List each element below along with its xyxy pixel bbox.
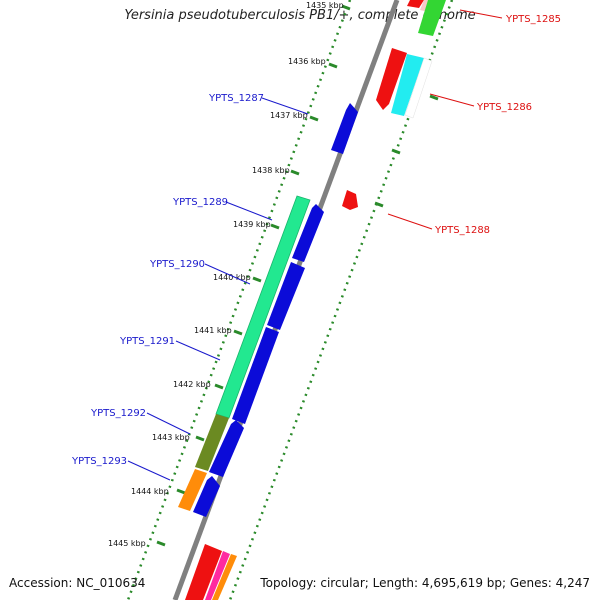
gene-bottom-red[interactable] [185, 544, 222, 600]
gene-label-right: YPTS_1286 [476, 102, 532, 113]
gene-labels: YPTS_1287 YPTS_1289 YPTS_1290 YPTS_1291 … [71, 14, 561, 467]
label-leaders [127, 9, 503, 481]
leader-line [459, 9, 503, 19]
gene-label-left: YPTS_1290 [149, 259, 205, 270]
gene-YPTS_1285-red[interactable] [407, 0, 424, 8]
tick-mark [391, 148, 401, 155]
tick-mark [290, 169, 300, 176]
tick-label: 1436 kbp [288, 57, 326, 66]
tick-mark [309, 115, 319, 122]
tick-label: 1443 kbp [152, 433, 190, 442]
gene-label-right: YPTS_1285 [505, 14, 561, 25]
leader-line [225, 201, 273, 221]
gene-blue-1293[interactable] [193, 476, 220, 517]
tick-mark [195, 435, 205, 442]
inner-genes [178, 103, 358, 600]
tick-label: 1437 kbp [270, 111, 308, 120]
gene-YPTS_1290-a[interactable] [292, 204, 324, 262]
leader-line [204, 263, 251, 285]
gene-label-left: YPTS_1292 [90, 408, 146, 419]
tick-label: 1442 kbp [173, 380, 211, 389]
tick-label: 1439 kbp [233, 220, 271, 229]
leader-line [429, 93, 475, 107]
accession-text: Accession: NC_010634 [9, 576, 146, 590]
outer-genes [342, 0, 446, 210]
gene-YPTS_1293[interactable] [178, 469, 207, 511]
genome-summary-text: Topology: circular; Length: 4,695,619 bp… [260, 576, 590, 590]
gene-YPTS_1285-green[interactable] [418, 0, 446, 36]
tick-mark [270, 223, 280, 230]
tick-label: 1444 kbp [131, 487, 169, 496]
gene-YPTS_1286-cyan[interactable] [391, 54, 424, 116]
gene-YPTS_1291[interactable] [232, 327, 279, 424]
tick-label: 1438 kbp [252, 166, 290, 175]
gene-label-left: YPTS_1293 [71, 456, 127, 467]
tick-label: 1441 kbp [194, 326, 232, 335]
leader-line [387, 213, 433, 230]
gene-YPTS_1290[interactable] [267, 262, 305, 330]
leader-line [261, 97, 309, 115]
tick-mark [233, 329, 243, 336]
gene-YPTS_1286-white[interactable] [404, 57, 433, 119]
gene-blue-1292[interactable] [209, 420, 244, 477]
tick-label: 1435 kbp [306, 1, 344, 10]
gene-YPTS_1287[interactable] [331, 103, 358, 154]
leader-line [146, 412, 191, 435]
tick-marks [156, 4, 439, 547]
leader-line [127, 460, 171, 481]
inner-dotted-track [126, 0, 352, 600]
gene-YPTS_1289[interactable] [215, 195, 311, 419]
leader-line [175, 340, 221, 361]
tick-mark [374, 201, 384, 208]
tick-mark [252, 276, 262, 283]
gene-YPTS_1288[interactable] [342, 190, 358, 210]
gene-label-right: YPTS_1288 [434, 225, 490, 236]
tick-mark [429, 94, 439, 101]
tick-label: 1445 kbp [108, 539, 146, 548]
gene-YPTS_1286-red[interactable] [376, 48, 407, 110]
tick-label: 1440 kbp [213, 273, 251, 282]
tick-mark [176, 488, 186, 495]
gene-bottom-pink[interactable] [205, 551, 230, 600]
gene-label-left: YPTS_1291 [119, 336, 175, 347]
gene-label-left: YPTS_1289 [172, 197, 228, 208]
tick-mark [156, 540, 166, 547]
tick-mark [214, 383, 224, 390]
tick-mark [341, 4, 351, 11]
gene-YPTS_1292[interactable] [195, 414, 229, 471]
tick-labels: 1435 kbp 1436 kbp 1437 kbp 1438 kbp 1439… [108, 1, 344, 548]
tick-mark [328, 62, 338, 69]
gene-label-left: YPTS_1287 [208, 93, 264, 104]
gene-bottom-orange[interactable] [212, 554, 237, 600]
